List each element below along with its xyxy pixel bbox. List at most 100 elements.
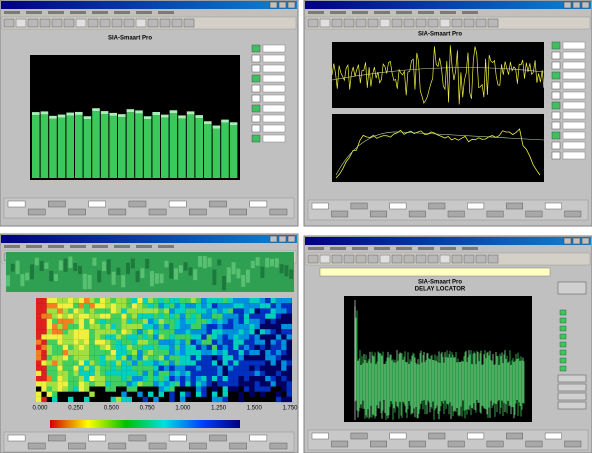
window-button[interactable] [288, 2, 295, 8]
side-control[interactable] [552, 72, 560, 79]
side-button[interactable] [558, 402, 586, 409]
menu-item[interactable] [114, 245, 130, 248]
control[interactable] [129, 435, 146, 441]
tool-button[interactable] [488, 255, 498, 263]
tool-button[interactable] [356, 19, 366, 27]
side-control[interactable] [252, 105, 260, 112]
tool-button[interactable] [308, 19, 318, 27]
menu-item[interactable] [70, 11, 86, 14]
control[interactable] [48, 435, 65, 441]
control[interactable] [68, 443, 85, 449]
side-field[interactable] [263, 115, 285, 122]
side-field[interactable] [563, 82, 585, 89]
side-field[interactable] [263, 55, 285, 62]
control[interactable] [506, 203, 522, 209]
control[interactable] [89, 435, 106, 441]
tool-button[interactable] [136, 19, 146, 27]
side-control[interactable] [552, 112, 560, 119]
menu-item[interactable] [462, 11, 478, 14]
side-field[interactable] [263, 135, 285, 142]
menu-item[interactable] [308, 247, 324, 250]
control[interactable] [149, 209, 166, 215]
menu-item[interactable] [418, 11, 434, 14]
side-button[interactable] [558, 375, 586, 382]
tool-button[interactable] [428, 19, 438, 27]
side-field[interactable] [563, 132, 585, 139]
control[interactable] [429, 203, 445, 209]
control[interactable] [149, 443, 166, 449]
side-control[interactable] [552, 152, 560, 159]
tool-button[interactable] [184, 19, 194, 27]
control[interactable] [312, 203, 328, 209]
tool-button[interactable] [428, 255, 438, 263]
menu-item[interactable] [48, 11, 64, 14]
tool-button[interactable] [416, 255, 426, 263]
tool-button[interactable] [452, 255, 462, 263]
tool-button[interactable] [452, 19, 462, 27]
menu-item[interactable] [330, 11, 346, 14]
tool-button[interactable] [368, 255, 378, 263]
side-field[interactable] [263, 85, 285, 92]
side-field[interactable] [263, 95, 285, 102]
side-control[interactable] [252, 75, 260, 82]
control[interactable] [351, 433, 367, 439]
control[interactable] [390, 203, 406, 209]
tool-button[interactable] [464, 19, 474, 27]
side-control[interactable] [552, 122, 560, 129]
control[interactable] [429, 433, 445, 439]
control[interactable] [189, 443, 206, 449]
menu-item[interactable] [136, 11, 152, 14]
side-field[interactable] [263, 75, 285, 82]
menu-item[interactable] [4, 245, 20, 248]
control[interactable] [331, 211, 347, 217]
tool-button[interactable] [124, 19, 134, 27]
control[interactable] [109, 209, 126, 215]
control[interactable] [230, 443, 247, 449]
control[interactable] [351, 203, 367, 209]
side-field[interactable] [563, 122, 585, 129]
control[interactable] [487, 441, 503, 447]
control[interactable] [68, 209, 85, 215]
menu-item[interactable] [308, 11, 324, 14]
menu-item[interactable] [4, 11, 20, 14]
side-field[interactable] [563, 112, 585, 119]
control[interactable] [250, 201, 267, 207]
side-button[interactable] [558, 282, 586, 294]
control[interactable] [545, 203, 561, 209]
tool-button[interactable] [160, 19, 170, 27]
tool-button[interactable] [476, 255, 486, 263]
window-button[interactable] [564, 238, 571, 244]
window-button[interactable] [270, 236, 277, 242]
menu-item[interactable] [70, 245, 86, 248]
control[interactable] [129, 201, 146, 207]
window-button[interactable] [582, 238, 589, 244]
tool-button[interactable] [380, 19, 390, 27]
side-control[interactable] [552, 52, 560, 59]
control[interactable] [331, 441, 347, 447]
menu-item[interactable] [92, 245, 108, 248]
menu-item[interactable] [26, 245, 42, 248]
side-control[interactable] [552, 142, 560, 149]
side-field[interactable] [563, 62, 585, 69]
tool-button[interactable] [52, 19, 62, 27]
tool-button[interactable] [308, 255, 318, 263]
control[interactable] [209, 435, 226, 441]
control[interactable] [409, 441, 425, 447]
tool-button[interactable] [464, 255, 474, 263]
control[interactable] [506, 433, 522, 439]
control[interactable] [109, 443, 126, 449]
control[interactable] [270, 209, 287, 215]
menu-item[interactable] [158, 245, 174, 248]
side-control[interactable] [252, 125, 260, 132]
control[interactable] [370, 441, 386, 447]
tool-button[interactable] [440, 255, 450, 263]
menu-item[interactable] [418, 247, 434, 250]
control[interactable] [8, 435, 25, 441]
window-button[interactable] [279, 2, 286, 8]
tool-button[interactable] [172, 19, 182, 27]
side-field[interactable] [263, 105, 285, 112]
tool-button[interactable] [392, 255, 402, 263]
control[interactable] [28, 443, 45, 449]
side-control[interactable] [252, 65, 260, 72]
menu-item[interactable] [374, 247, 390, 250]
